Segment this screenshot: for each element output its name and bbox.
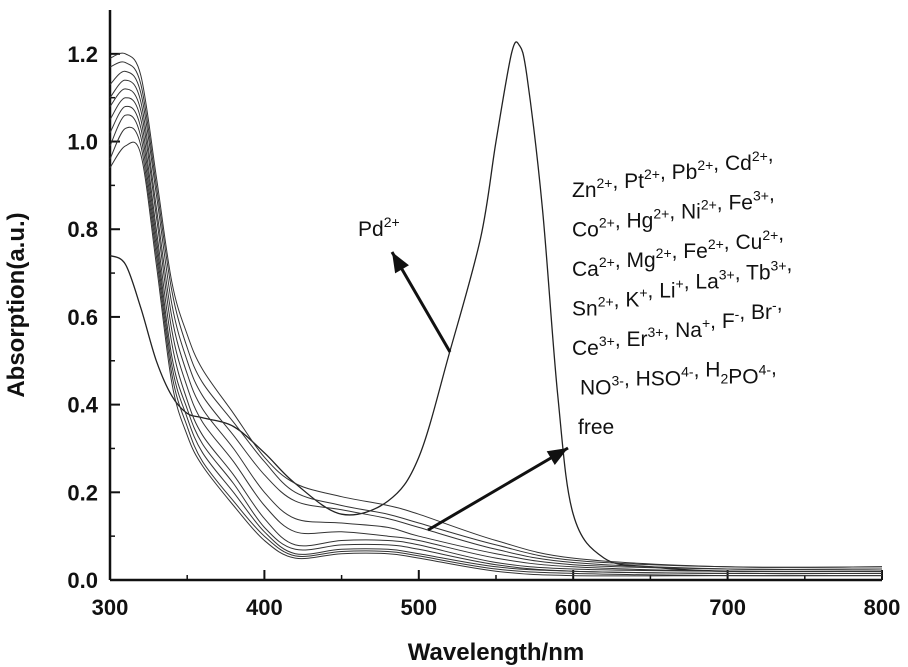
plot-area: 300 400 500 600 700 800 0.0 0.2 0.4 0.6 0.8 1.0 1.2 — [67, 10, 900, 620]
x-tick-label: 500 — [400, 595, 437, 620]
y-tick-label: 0.6 — [67, 305, 98, 330]
series-line-6 — [110, 98, 882, 572]
y-tick-label: 1.0 — [67, 130, 98, 155]
annotation-arrows — [392, 252, 568, 530]
free-arrow — [428, 448, 568, 530]
y-tick-label: 1.2 — [67, 42, 98, 67]
y-axis-title: Absorption(a.u.) — [3, 212, 30, 397]
absorption-chart: 3004005006007008000.00.20.40.60.81.01.2 … — [0, 0, 908, 667]
x-axis-title: Wavelength/nm — [408, 639, 584, 666]
axis-ticks: 300 400 500 600 700 800 0.0 0.2 0.4 0.6 0.8 1.0 1.2 — [67, 42, 900, 620]
y-tick-label: 0.4 — [67, 393, 98, 418]
x-tick-label: 300 — [92, 595, 129, 620]
y-tick-label: 0.2 — [67, 480, 98, 505]
x-tick-label: 800 — [864, 595, 901, 620]
series-line-10 — [110, 142, 882, 576]
y-tick-label: 0.8 — [67, 217, 98, 242]
x-tick-label: 400 — [246, 595, 283, 620]
y-tick-label: 0.0 — [67, 568, 98, 593]
series-line-8 — [110, 115, 882, 574]
pd-label: Pd2+ — [358, 214, 400, 241]
ion-list-line: NO3-, HSO4-, H2PO4-, — [580, 357, 777, 400]
x-tick-label: 700 — [709, 595, 746, 620]
series-line-7 — [110, 106, 882, 573]
ion-list-line: free — [578, 416, 614, 439]
pd-arrow-head — [392, 252, 409, 273]
x-tick-label: 600 — [555, 595, 592, 620]
annotation-labels: Pd2+Zn2+, Pt2+, Pb2+, Cd2+,Co2+, Hg2+, N… — [358, 143, 792, 439]
